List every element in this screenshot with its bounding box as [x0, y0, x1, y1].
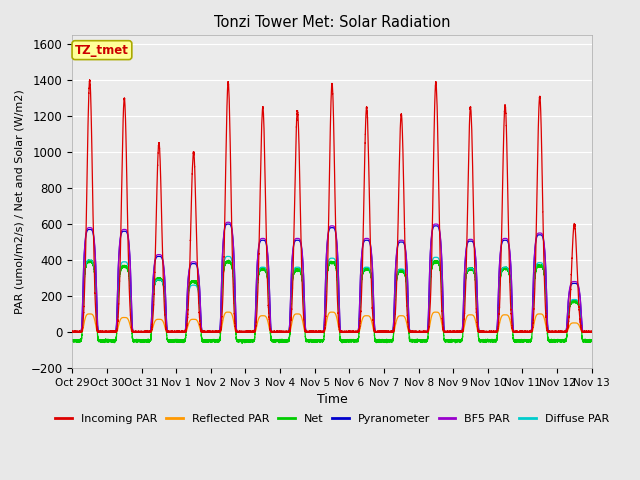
- Y-axis label: PAR (umol/m2/s) / Net and Solar (W/m2): PAR (umol/m2/s) / Net and Solar (W/m2): [15, 89, 25, 314]
- Legend: Incoming PAR, Reflected PAR, Net, Pyranometer, BF5 PAR, Diffuse PAR: Incoming PAR, Reflected PAR, Net, Pyrano…: [51, 410, 613, 429]
- Text: TZ_tmet: TZ_tmet: [75, 44, 129, 57]
- Title: Tonzi Tower Met: Solar Radiation: Tonzi Tower Met: Solar Radiation: [214, 15, 451, 30]
- X-axis label: Time: Time: [317, 393, 348, 406]
